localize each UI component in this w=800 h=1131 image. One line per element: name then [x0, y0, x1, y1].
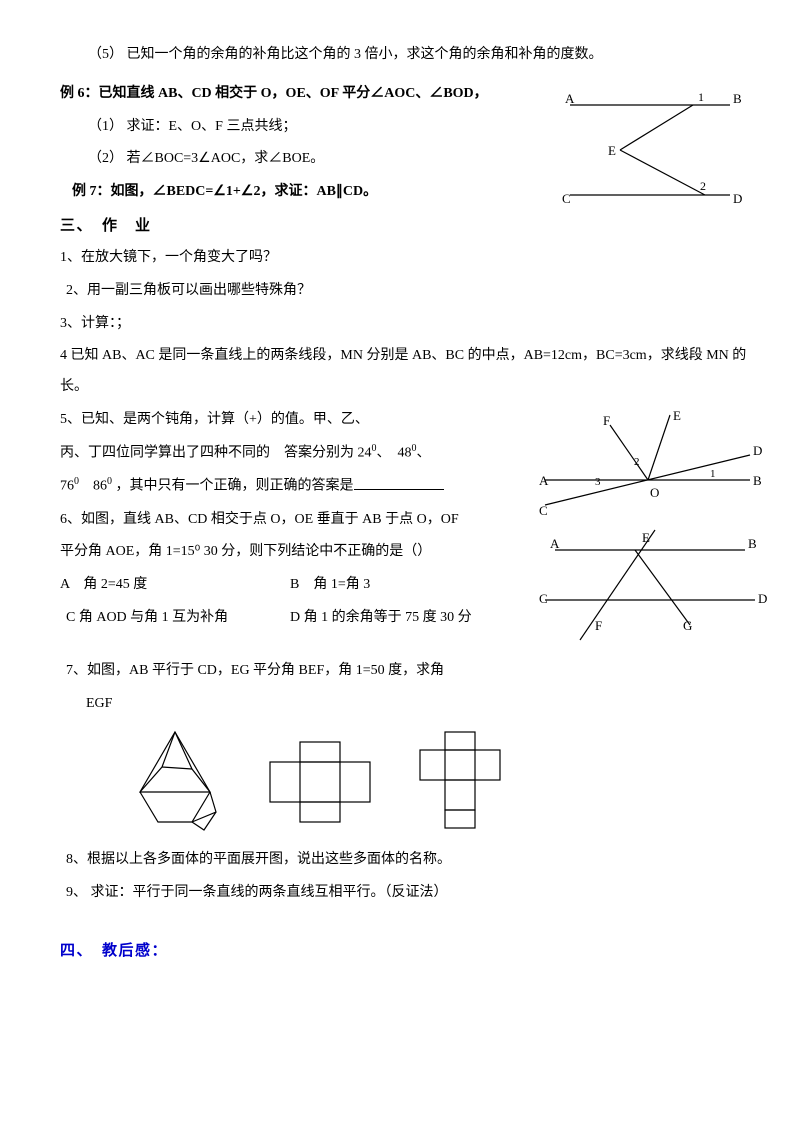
- text-q5: （5） 已知一个角的余角的补角比这个角的 3 倍小，求这个角的余角和补角的度数。: [60, 40, 750, 71]
- hw-6b: 平分角 AOE，角 1=15⁰ 30 分，则下列结论中不正确的是（）: [60, 537, 520, 568]
- label-D2: D: [753, 443, 762, 458]
- label-A3: A: [550, 536, 560, 551]
- blank-answer: [354, 476, 444, 490]
- net-cuboid-1: [260, 732, 380, 832]
- hw-8: 8、根据以上各多面体的平面展开图，说出这些多面体的名称。: [60, 845, 750, 876]
- hw-5a: 5、已知、是两个钝角，计算（+）的值。甲、乙、: [60, 405, 520, 436]
- hw-5b-mid2: 、: [417, 445, 431, 460]
- nets-row: [60, 727, 750, 837]
- label-C2: C: [539, 503, 548, 518]
- label-C: C: [562, 191, 571, 206]
- hw-5b-pre: 丙、丁四位同学算出了四种不同的 答案分别为 24: [60, 445, 372, 460]
- net-cuboid-2: [410, 727, 510, 837]
- opt-d: D 角 1 的余角等于 75 度 30 分: [290, 603, 472, 634]
- label-E3: E: [642, 530, 650, 545]
- hw-5c-mid1: 86: [79, 479, 107, 494]
- label-n3: 3: [595, 476, 601, 488]
- label-F2: F: [603, 413, 610, 428]
- label-n1: 1: [710, 468, 716, 480]
- hw-7: 7、如图，AB 平行于 CD，EG 平分角 BEF，角 1=50 度，求角: [60, 656, 520, 687]
- section-4-title: 四、 教后感：: [60, 935, 750, 968]
- figure-q7: A B C D E F G: [535, 520, 765, 663]
- hw-2: 2、用一副三角板可以画出哪些特殊角？: [60, 276, 750, 307]
- net-pyramid: [120, 727, 230, 837]
- label-D3: D: [758, 591, 767, 606]
- label-E2: E: [673, 408, 681, 423]
- label-D: D: [733, 191, 742, 206]
- opt-c: C 角 AOD 与角 1 互为补角: [60, 603, 290, 634]
- hw-5b-mid1: 、 48: [377, 445, 412, 460]
- label-A: A: [565, 91, 575, 106]
- label-B3: B: [748, 536, 757, 551]
- label-B: B: [733, 91, 742, 106]
- label-n2: 2: [634, 456, 640, 468]
- label-E: E: [608, 143, 616, 158]
- label-O: O: [650, 485, 659, 500]
- hw-6d: C 角 AOD 与角 1 互为补角 D 角 1 的余角等于 75 度 30 分: [60, 603, 520, 634]
- label-A2: A: [539, 473, 549, 488]
- hw-1: 1、在放大镜下，一个角变大了吗？: [60, 243, 750, 274]
- opt-a: A 角 2=45 度: [60, 570, 290, 601]
- label-G3: G: [683, 618, 692, 633]
- hw-6a: 6、如图，直线 AB、CD 相交于点 O，OE 垂直于 AB 于点 O，OF: [60, 505, 520, 536]
- hw-3: 3、计算：；: [60, 309, 750, 340]
- label-1: 1: [698, 90, 704, 104]
- label-C3: C: [539, 591, 548, 606]
- figure-ex7: A B C D E 1 2: [550, 85, 750, 228]
- figure-q7-svg: A B C D E F G: [535, 520, 765, 650]
- hw-9: 9、 求证：平行于同一条直线的两条直线互相平行。（反证法）: [60, 878, 750, 909]
- label-2: 2: [700, 179, 706, 193]
- hw-5c-pre: 76: [60, 479, 74, 494]
- hw-5b: 丙、丁四位同学算出了四种不同的 答案分别为 240、 480、: [60, 438, 520, 469]
- figure-q6-svg: A B C D E F O 1 2 3: [535, 405, 765, 535]
- hw-4: 4 已知 AB、AC 是同一条直线上的两条线段，MN 分别是 AB、BC 的中点…: [60, 341, 750, 403]
- figure-ex7-svg: A B C D E 1 2: [550, 85, 750, 215]
- label-F3: F: [595, 618, 602, 633]
- hw-6c: A 角 2=45 度 B 角 1=角 3: [60, 570, 520, 601]
- hw-5c-tail: ，其中只有一个正确，则正确的答案是: [112, 479, 354, 494]
- hw-5c: 760 860 ，其中只有一个正确，则正确的答案是: [60, 471, 520, 502]
- label-B2: B: [753, 473, 762, 488]
- hw-7b: EGF: [60, 689, 520, 720]
- opt-b: B 角 1=角 3: [290, 570, 370, 601]
